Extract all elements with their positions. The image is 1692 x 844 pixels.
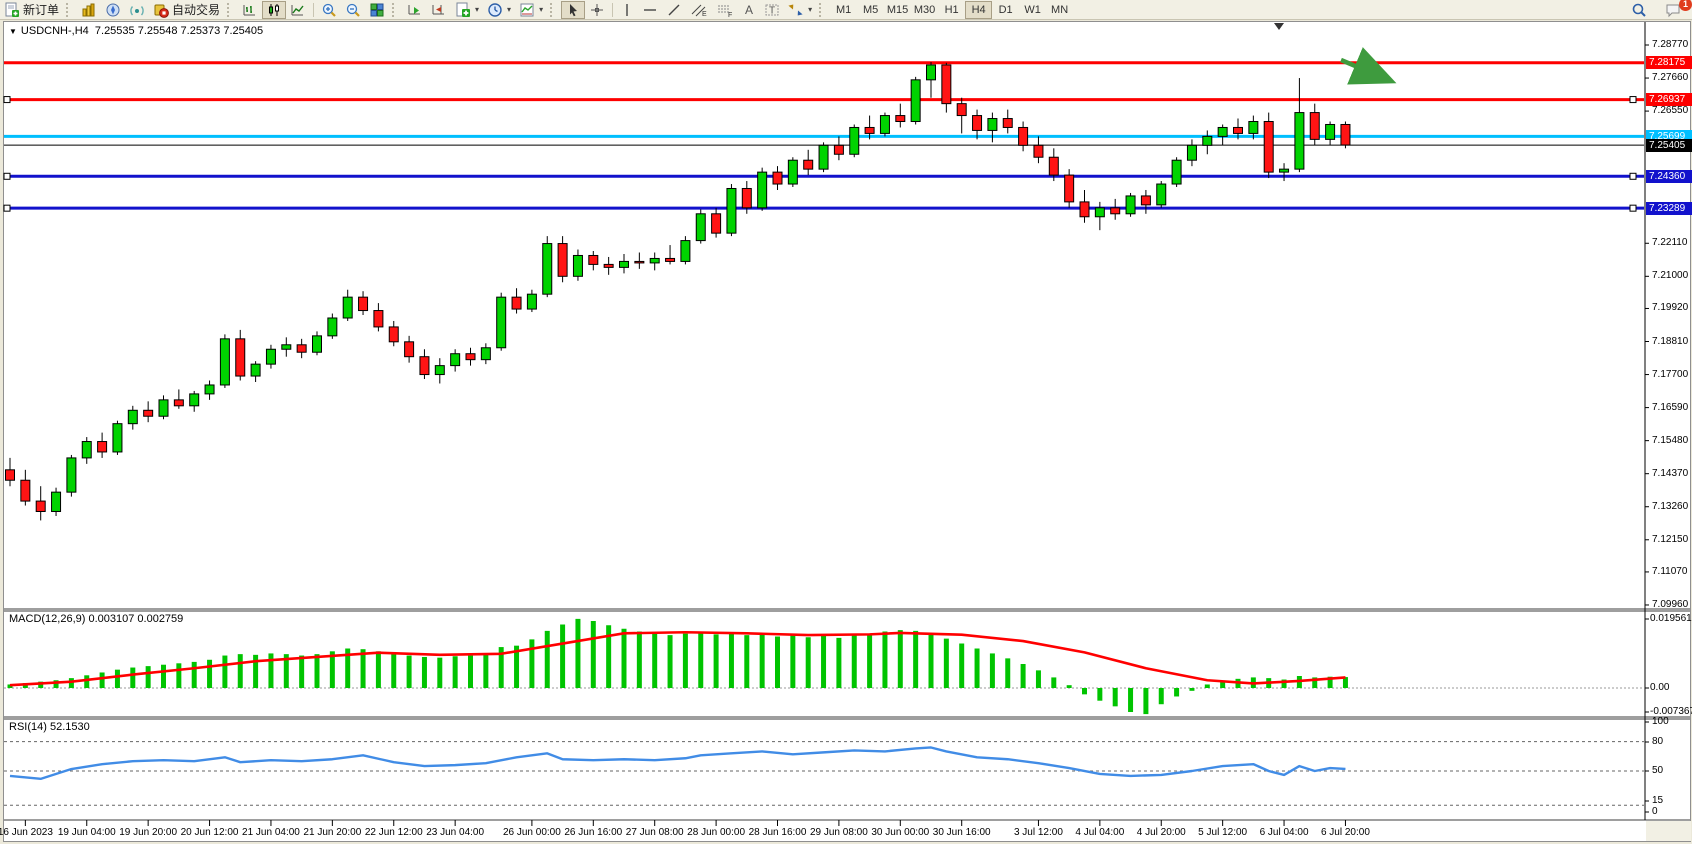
tile-windows-icon — [369, 2, 385, 18]
signals-button[interactable] — [125, 1, 149, 19]
timeframe-d1-button[interactable]: D1 — [998, 3, 1013, 16]
svg-text:T: T — [769, 5, 775, 16]
svg-text:F: F — [728, 12, 732, 18]
signals-icon — [129, 2, 145, 18]
text-button[interactable]: A — [738, 1, 760, 19]
chevron-down-icon: ▾ — [539, 5, 544, 14]
auto-scroll-button[interactable] — [403, 1, 427, 19]
new-order-icon — [4, 2, 20, 18]
crosshair-icon — [589, 2, 605, 18]
new-order-label: 新订单 — [23, 3, 60, 17]
toolbar-grip — [392, 2, 399, 17]
timeframe-w1-button[interactable]: W1 — [1024, 3, 1041, 16]
autotrading-icon — [153, 2, 169, 18]
crosshair-button[interactable] — [585, 1, 609, 19]
fibonacci-icon: F — [716, 2, 734, 18]
toolbar-grip — [66, 2, 73, 17]
timeframe-mn-button[interactable]: MN — [1051, 3, 1069, 16]
horizontal-line-icon — [642, 2, 658, 18]
fibonacci-button[interactable]: F — [712, 1, 738, 19]
chart-window[interactable] — [3, 21, 1691, 842]
zoom-in-icon — [321, 2, 337, 18]
line-chart-icon — [290, 2, 306, 18]
bar-chart-button[interactable] — [238, 1, 262, 19]
timeframe-m15-button[interactable]: M15 — [886, 3, 909, 16]
zoom-out-button[interactable] — [341, 1, 365, 19]
periods-button[interactable]: ▾ — [483, 1, 515, 19]
autotrading-label: 自动交易 — [172, 3, 221, 17]
clock-icon — [487, 2, 503, 18]
chart-shift-button[interactable] — [427, 1, 451, 19]
notification-badge: 1 — [1679, 0, 1692, 11]
market-watch-button[interactable] — [77, 1, 101, 19]
horizontal-line-button[interactable] — [638, 1, 662, 19]
auto-scroll-icon — [407, 2, 423, 18]
text-label-icon: T — [764, 2, 780, 18]
templates-icon — [519, 2, 535, 18]
chevron-down-icon: ▾ — [475, 5, 480, 14]
chart-shift-icon — [431, 2, 447, 18]
indicators-icon — [455, 2, 471, 18]
zoom-in-button[interactable] — [317, 1, 341, 19]
timeframe-m30-button[interactable]: M30 — [913, 3, 936, 16]
candlestick-chart-button[interactable] — [262, 0, 287, 19]
timeframe-m1-button[interactable]: M1 — [835, 3, 852, 16]
toolbar-grip — [819, 2, 826, 17]
search-button[interactable] — [1627, 1, 1651, 19]
arrows-button[interactable]: ▾ — [784, 1, 816, 19]
toolbar-separator — [612, 2, 614, 17]
chevron-down-icon: ▾ — [507, 5, 512, 14]
timeframe-h4-button[interactable]: H4 — [965, 0, 993, 19]
arrows-icon — [788, 2, 804, 18]
svg-text:E: E — [702, 11, 707, 18]
vertical-line-icon — [620, 2, 634, 18]
candlestick-chart-icon — [266, 2, 282, 18]
line-chart-button[interactable] — [286, 1, 310, 19]
timeframe-h1-button[interactable]: H1 — [944, 3, 959, 16]
cursor-icon — [565, 2, 581, 18]
main-toolbar: 新订单 自动交易 ▾ ▾ ▾ E F A T ▾ M1 M5 M15 M30 H… — [0, 0, 1692, 20]
trendline-icon — [666, 2, 682, 18]
new-order-button[interactable]: 新订单 — [0, 1, 63, 19]
bar-chart-icon — [242, 2, 258, 18]
svg-text:A: A — [745, 3, 753, 17]
search-icon — [1631, 2, 1647, 18]
cursor-button[interactable] — [561, 0, 586, 19]
equidistant-channel-button[interactable]: E — [686, 1, 712, 19]
equidistant-channel-icon: E — [690, 2, 708, 18]
toolbar-grip — [227, 2, 234, 17]
indicators-button[interactable]: ▾ — [451, 1, 483, 19]
zoom-out-icon — [345, 2, 361, 18]
chevron-down-icon: ▾ — [808, 5, 813, 14]
tile-windows-button[interactable] — [365, 1, 389, 19]
notifications-button[interactable]: 1 — [1661, 0, 1692, 19]
navigator-button[interactable] — [101, 1, 125, 19]
market-watch-icon — [81, 2, 97, 18]
trendline-button[interactable] — [662, 1, 686, 19]
autotrading-button[interactable]: 自动交易 — [149, 1, 224, 19]
timeframe-toolbar: M1 M5 M15 M30 H1 H4 D1 W1 MN — [830, 0, 1073, 19]
navigator-icon — [105, 2, 121, 18]
toolbar-grip — [550, 2, 557, 17]
templates-button[interactable]: ▾ — [515, 1, 547, 19]
timeframe-m5-button[interactable]: M5 — [862, 3, 879, 16]
toolbar-separator — [313, 2, 315, 17]
text-label-button[interactable]: T — [760, 1, 784, 19]
text-icon: A — [742, 2, 756, 18]
vertical-line-button[interactable] — [616, 1, 638, 19]
